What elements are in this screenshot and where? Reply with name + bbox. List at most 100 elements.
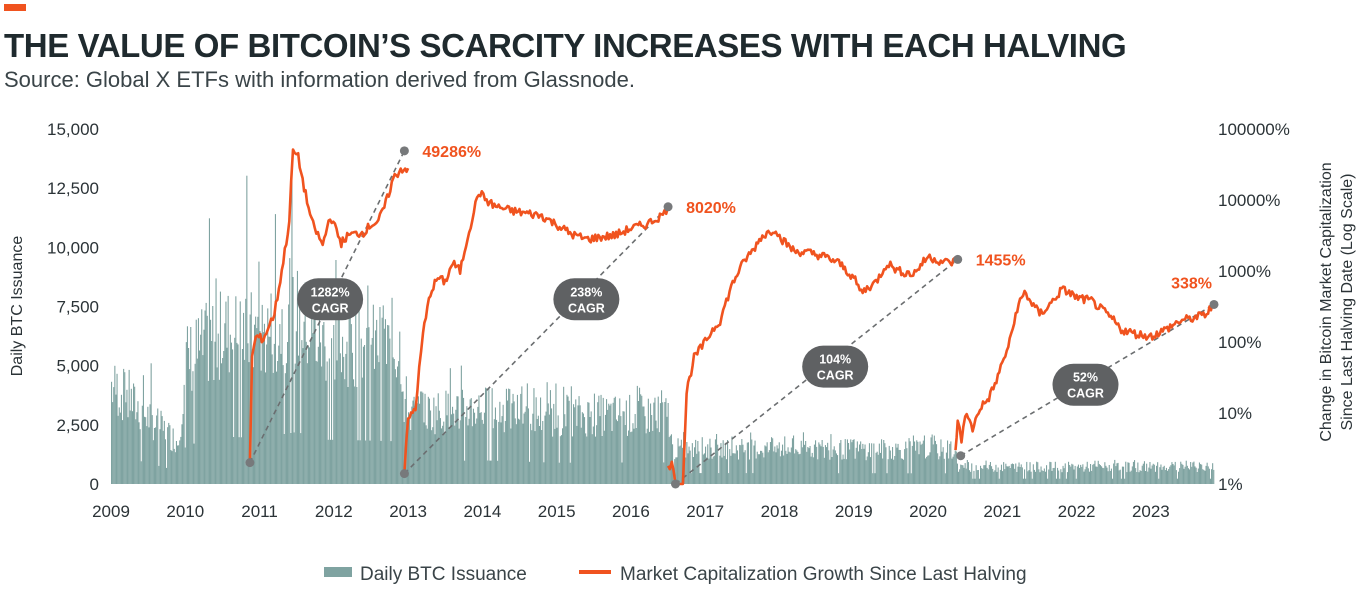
- issuance-bar: [753, 445, 755, 484]
- legend-swatch-growth[interactable]: [579, 570, 611, 574]
- issuance-bar: [284, 373, 286, 484]
- issuance-bar: [1142, 463, 1144, 484]
- issuance-bar: [796, 450, 798, 484]
- issuance-bar: [642, 406, 644, 484]
- issuance-bar: [509, 389, 511, 484]
- issuance-bar: [754, 440, 756, 484]
- issuance-bar: [819, 444, 821, 484]
- issuance-bar: [832, 449, 834, 484]
- issuance-bar: [282, 365, 284, 484]
- issuance-bar: [434, 434, 436, 484]
- issuance-bar: [424, 393, 426, 484]
- issuance-bar: [868, 443, 870, 484]
- issuance-bar: [1046, 465, 1048, 484]
- issuance-bar: [120, 394, 122, 484]
- issuance-bar: [1057, 467, 1059, 484]
- left-tick-label: 10,000: [47, 238, 99, 257]
- issuance-bar: [214, 341, 216, 484]
- issuance-bar: [381, 317, 383, 484]
- issuance-bar: [233, 437, 235, 484]
- issuance-bar: [1104, 462, 1106, 484]
- issuance-bar: [687, 453, 689, 484]
- issuance-bar: [1035, 471, 1037, 484]
- issuance-bar: [592, 426, 594, 484]
- issuance-bar: [1049, 461, 1051, 484]
- issuance-bar: [151, 415, 153, 484]
- issuance-bar: [713, 455, 715, 484]
- issuance-bar: [826, 447, 828, 484]
- issuance-bar: [243, 312, 245, 484]
- issuance-bar: [142, 375, 144, 484]
- issuance-bar: [688, 446, 690, 484]
- issuance-bar: [469, 399, 471, 484]
- issuance-bar: [996, 471, 998, 484]
- issuance-bar: [1172, 464, 1174, 484]
- issuance-bar: [1075, 478, 1077, 484]
- issuance-bar: [798, 454, 800, 484]
- legend[interactable]: Daily BTC Issuance Market Capitalization …: [324, 564, 1027, 585]
- issuance-bar: [549, 390, 551, 484]
- issuance-bar: [648, 431, 650, 484]
- x-tick-label: 2020: [909, 502, 947, 521]
- issuance-bar: [1094, 460, 1096, 484]
- issuance-bar: [585, 433, 587, 484]
- issuance-bar: [116, 373, 118, 484]
- issuance-bar: [401, 391, 403, 484]
- issuance-bar: [678, 446, 680, 484]
- issuance-bar: [949, 443, 951, 484]
- legend-swatch-issuance[interactable]: [324, 567, 352, 577]
- issuance-bar: [777, 448, 779, 484]
- issuance-bar: [375, 330, 377, 484]
- issuance-bar: [1159, 467, 1161, 484]
- issuance-bar: [211, 341, 213, 484]
- issuance-bar: [294, 363, 296, 484]
- issuance-bar: [456, 396, 458, 484]
- issuance-bar: [255, 316, 257, 484]
- issuance-bar: [208, 218, 210, 485]
- issuance-bar: [287, 342, 289, 484]
- issuance-bar: [991, 466, 993, 484]
- issuance-bar: [1125, 461, 1127, 484]
- issuance-bar: [608, 403, 610, 484]
- issuance-bar: [670, 434, 672, 484]
- issuance-bar: [172, 428, 174, 484]
- issuance-bar: [496, 419, 498, 484]
- issuance-bar: [849, 449, 851, 484]
- issuance-bar: [419, 403, 421, 484]
- issuance-bar: [974, 478, 976, 484]
- issuance-bar: [245, 298, 247, 484]
- issuance-bar: [193, 443, 195, 484]
- issuance-bar: [741, 439, 743, 484]
- issuance-bar: [884, 443, 886, 484]
- issuance-bar: [835, 453, 837, 484]
- issuance-bar: [129, 410, 131, 484]
- issuance-bar: [123, 368, 125, 484]
- issuance-bar: [1203, 469, 1205, 484]
- issuance-bar: [412, 400, 414, 484]
- issuance-bar: [194, 363, 196, 484]
- issuance-bar: [1148, 467, 1150, 484]
- issuance-bar: [334, 379, 336, 484]
- issuance-bar: [179, 440, 181, 484]
- legend-label-issuance: Daily BTC Issuance: [360, 564, 527, 585]
- issuance-bar: [1131, 466, 1133, 484]
- issuance-bar: [797, 451, 799, 484]
- issuance-bar: [290, 433, 292, 484]
- issuance-bar: [916, 440, 918, 484]
- issuance-bar: [492, 428, 494, 484]
- issuance-bar: [1154, 471, 1156, 484]
- issuance-bar: [1004, 469, 1006, 484]
- issuance-bar: [560, 435, 562, 484]
- issuance-bar: [173, 448, 175, 484]
- issuance-bar: [874, 473, 876, 484]
- issuance-bar: [767, 452, 769, 484]
- issuance-bar: [1083, 471, 1085, 484]
- issuance-bar: [960, 464, 962, 484]
- issuance-bar: [927, 455, 929, 484]
- issuance-bar: [700, 473, 702, 484]
- issuance-bar: [274, 214, 276, 484]
- issuance-bar: [1181, 463, 1183, 484]
- issuance-bar: [598, 395, 600, 484]
- issuance-bar: [164, 439, 166, 484]
- issuance-bar: [804, 444, 806, 484]
